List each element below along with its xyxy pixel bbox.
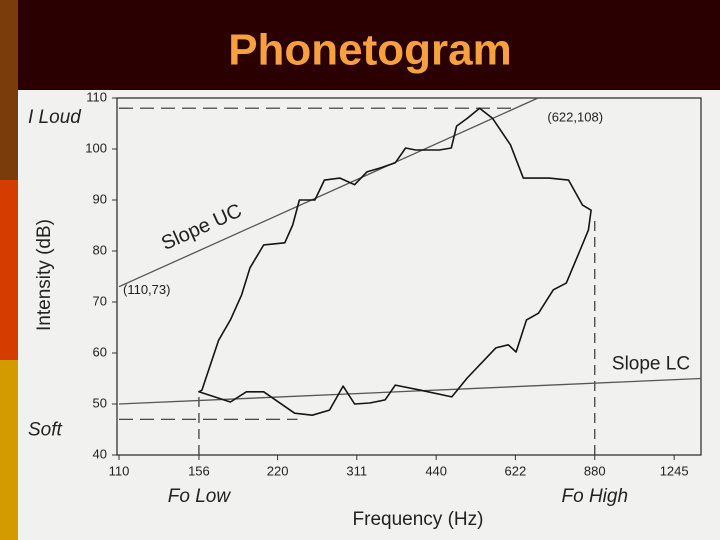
point-label: (622,108) xyxy=(547,110,603,125)
stripe xyxy=(0,360,18,540)
x-tick-label: 110 xyxy=(109,463,130,478)
chart-title: Phonetogram xyxy=(228,26,512,75)
y-tick-label: 100 xyxy=(85,140,107,155)
chart-photo xyxy=(18,90,720,540)
x-tick-label: 220 xyxy=(267,463,289,478)
slope-line xyxy=(118,97,539,288)
y-tick-label: 50 xyxy=(93,395,107,410)
contour xyxy=(198,107,592,416)
x-tick-label: 1245 xyxy=(660,463,689,478)
y-tick-label: 110 xyxy=(86,89,107,104)
y-tick-label: 90 xyxy=(93,191,107,206)
y-axis-label: Intensity (dB) xyxy=(34,219,55,331)
limit-label: Fo Low xyxy=(168,486,232,507)
slope-label: Slope LC xyxy=(612,354,690,375)
y-tick-label: 80 xyxy=(93,242,107,257)
x-tick-label: 156 xyxy=(188,463,210,478)
x-tick-label: 622 xyxy=(505,463,527,478)
y-tick-label: 70 xyxy=(93,293,107,308)
limit-label: Soft xyxy=(28,419,63,440)
limit-label: Fo High xyxy=(562,486,629,507)
y-tick-label: 40 xyxy=(93,446,107,461)
stripe xyxy=(0,0,18,180)
y-tick-label: 60 xyxy=(93,344,107,359)
x-tick-label: 880 xyxy=(584,463,606,478)
slope-line xyxy=(118,377,702,405)
stripe xyxy=(0,180,18,360)
plot-frame xyxy=(116,97,702,456)
title-bar xyxy=(18,0,720,90)
x-axis-label: Frequency (Hz) xyxy=(353,509,484,530)
x-tick-label: 440 xyxy=(425,463,447,478)
limit-label: I Loud xyxy=(28,107,82,128)
point-label: (110,73) xyxy=(123,282,170,297)
x-tick-label: 311 xyxy=(346,463,367,478)
